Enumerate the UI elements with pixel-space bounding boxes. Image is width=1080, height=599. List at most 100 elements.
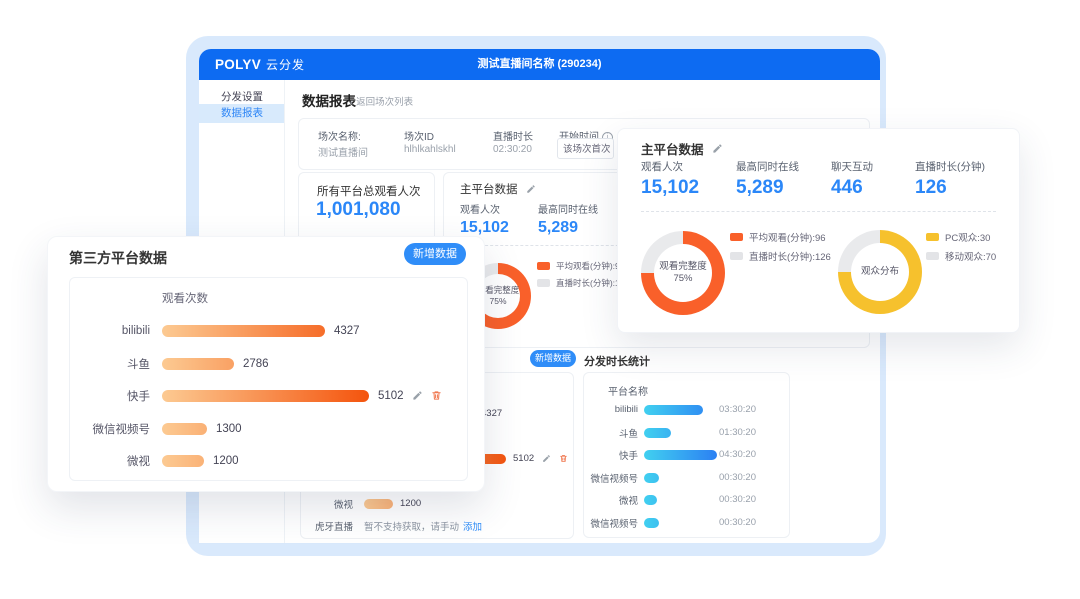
views-bar [162, 454, 204, 467]
legend-item: 直播时长(分钟):126 [537, 277, 629, 289]
views-value: 4327 [481, 408, 503, 419]
views-value: 1200 [400, 498, 422, 509]
stat-label: 直播时长(分钟) [915, 161, 985, 173]
views-value: 1200 [213, 454, 239, 467]
stat-label: 最高同时在线 [736, 161, 799, 173]
total-views-value: 1,001,080 [316, 199, 401, 220]
duration-row: 微信视频号 00:30:20 [584, 517, 789, 530]
logo-polyv: POLYV [215, 57, 262, 72]
delete-icon[interactable] [431, 390, 442, 401]
edit-icon[interactable] [412, 390, 423, 401]
views-bar [162, 324, 325, 337]
stat-value: 5,289 [736, 177, 784, 198]
audience-donut-chart: 观众分布 [838, 230, 922, 314]
session-name-label: 场次名称: [318, 132, 361, 143]
legend-label: 移动观众:70 [945, 252, 997, 263]
back-to-session-list-link[interactable]: ‹ 返回场次列表 [350, 94, 413, 108]
bar-row: 快手 5102 [70, 389, 467, 403]
app-header [199, 49, 880, 80]
stat-label: 最高同时在线 [538, 205, 598, 216]
duration-row: 快手 04:30:20 [584, 449, 789, 462]
platform-label: bilibili [614, 404, 638, 415]
third-party-overlay-card: 第三方平台数据 新增数据 观看次数 bilibili 4327 斗鱼 2786 … [47, 236, 485, 492]
views-value: 4327 [334, 324, 360, 337]
add-data-button[interactable]: 新增数据 [404, 243, 466, 265]
bar-row: bilibili 4327 [70, 324, 467, 337]
views-count-header: 观看次数 [162, 293, 208, 305]
overlay-title: 主平台数据 [641, 143, 704, 157]
views-value: 2786 [243, 357, 269, 370]
platform-name-header: 平台名称 [608, 387, 648, 398]
platform-label: 微信视频号 [590, 518, 638, 530]
duration-bar [644, 449, 717, 460]
legend-swatch [537, 279, 550, 287]
legend-item: PC观众:30 [926, 230, 990, 244]
views-value: 5102 [378, 389, 404, 402]
legend-item: 移动观众:70 [926, 249, 996, 263]
duration-time: 00:30:20 [719, 494, 756, 505]
duration-bar [644, 517, 659, 528]
views-bar [162, 357, 234, 370]
delete-icon[interactable] [559, 454, 568, 463]
stat-value: 5,289 [538, 219, 579, 236]
session-name-value: 测试直播间 [318, 148, 368, 159]
duration-bar [644, 494, 657, 505]
platform-label: 微视 [127, 455, 150, 468]
unsupported-note: 暂不支持获取，请手动 [364, 521, 460, 533]
legend-swatch [537, 262, 550, 270]
views-chart-box: 观看次数 bilibili 4327 斗鱼 2786 快手 5102 微信视频号… [69, 277, 468, 481]
legend-label: PC观众:30 [945, 233, 991, 244]
duration-time: 01:30:20 [719, 427, 756, 438]
window-title: 测试直播间名称 (290234) [477, 58, 602, 70]
duration-row: 微信视频号 00:30:20 [584, 472, 789, 485]
legend-item: 平均观看(分钟):96 [537, 260, 624, 272]
sidebar-item-distribution-settings[interactable]: 分发设置 [221, 91, 263, 103]
legend-label: 平均观看(分钟):96 [749, 233, 826, 244]
duration-stats-card: 平台名称 bilibili 03:30:20 斗鱼 01:30:20 快手 04… [583, 372, 790, 538]
bar-row: 微视 1200 [301, 498, 573, 511]
donut-center-value: 75% [489, 296, 507, 306]
stat-value: 446 [831, 177, 863, 198]
start-time-dropdown[interactable]: 该场次首次 [557, 138, 614, 159]
main-platform-overlay-card: 主平台数据 观看人次 15,102 最高同时在线 5,289 聊天互动 446 … [617, 128, 1020, 333]
duration-time: 00:30:20 [719, 472, 756, 483]
donut-center-value: 75% [673, 273, 693, 284]
add-data-button[interactable]: 新增数据 [530, 350, 576, 367]
legend-item: 平均观看(分钟):96 [730, 230, 826, 244]
donut-center-label: 观看完整度 [476, 284, 520, 295]
views-bar [162, 422, 207, 435]
platform-label: 微视 [618, 495, 638, 507]
stat-label: 观看人次 [641, 161, 683, 173]
huya-row: 虎牙直播 暂不支持获取，请手动 添加 [301, 520, 573, 533]
duration-bar [644, 427, 671, 438]
main-platform-title: 主平台数据 [460, 184, 518, 196]
bar-row: 微信视频号 1300 [70, 422, 467, 436]
dashed-divider [641, 211, 996, 212]
edit-icon[interactable] [526, 184, 536, 194]
platform-label: 微视 [333, 499, 353, 511]
back-link-label: 返回场次列表 [356, 97, 414, 108]
platform-label: 快手 [618, 450, 638, 462]
donut-center-label: 观众分布 [860, 265, 899, 277]
stat-label: 观看人次 [460, 205, 500, 216]
stat-value: 126 [915, 177, 947, 198]
sidebar-item-data-report[interactable]: 数据报表 [199, 104, 284, 123]
legend-item: 直播时长(分钟):126 [730, 249, 831, 263]
add-manually-link[interactable]: 添加 [463, 521, 483, 533]
edit-icon[interactable] [712, 143, 723, 154]
completion-donut-chart: 观看完整度 75% [641, 231, 725, 315]
overlay-title-row: 主平台数据 [641, 139, 723, 158]
live-duration-label: 直播时长 [493, 132, 533, 143]
bar-row: 微视 1200 [70, 454, 467, 468]
views-bar [162, 389, 369, 402]
views-value: 5102 [513, 453, 535, 464]
session-id-label: 场次ID [404, 132, 434, 143]
duration-bar [644, 404, 703, 415]
app-logo: POLYV 云分发 [215, 49, 305, 80]
edit-icon[interactable] [542, 454, 551, 463]
session-id-value: hlhlkahlskhl [404, 144, 456, 155]
views-value: 1300 [216, 422, 242, 435]
duration-bar [644, 472, 659, 483]
bar-row: 斗鱼 2786 [70, 357, 467, 371]
stat-value: 15,102 [460, 219, 509, 236]
